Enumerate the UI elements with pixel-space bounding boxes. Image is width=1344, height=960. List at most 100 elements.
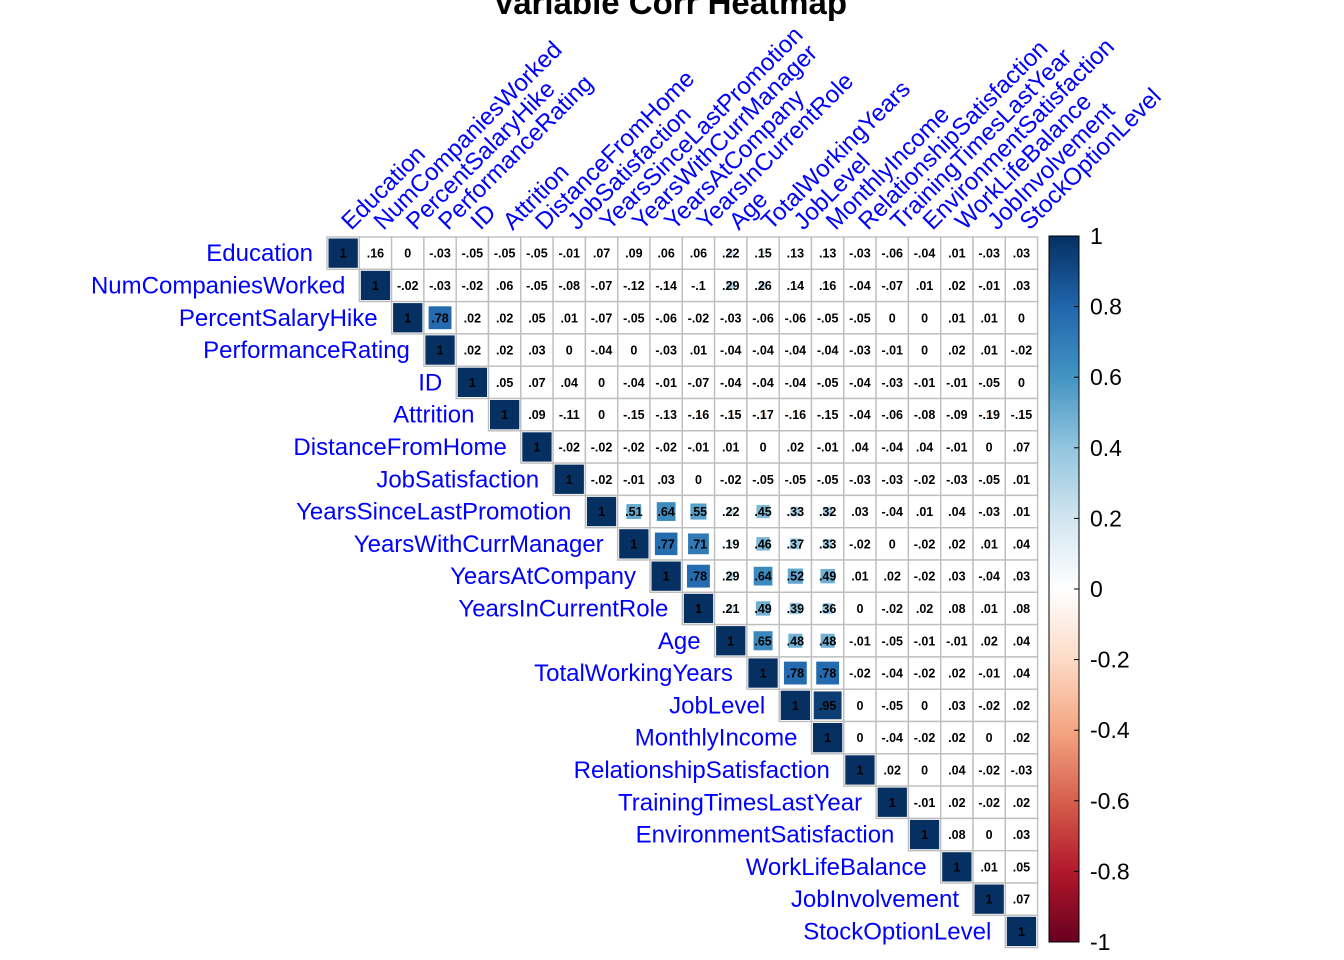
cell-value-label: -.03 — [946, 473, 968, 487]
cell-value-label: -.19 — [978, 408, 1000, 422]
heatmap-square-13-18 — [924, 672, 925, 674]
heatmap-square-17-21 — [1021, 801, 1022, 803]
heatmap-square-3-16 — [859, 349, 861, 351]
heatmap-square-6-14 — [795, 446, 796, 448]
row-label-Attrition: Attrition — [393, 402, 474, 429]
cell-value-label: .64 — [754, 570, 771, 584]
cell-value-label: .04 — [1013, 634, 1030, 648]
cell-value-label: 1 — [889, 796, 896, 810]
heatmap-square-1-2 — [407, 285, 409, 286]
cell-value-label: -.03 — [655, 344, 677, 358]
cell-value-label: 1 — [340, 247, 347, 261]
cell-value-label: .03 — [1013, 828, 1030, 842]
cell-value-label: 1 — [986, 893, 993, 907]
row-label-WorkLifeBalance: WorkLifeBalance — [746, 854, 927, 881]
color-legend: 1 0.8 0.6 0.4 0.2 0 -0.2 -0.4 -0.6 -0.8 -1 — [1048, 223, 1130, 955]
heatmap-square-14-17 — [891, 704, 893, 707]
cell-value-label: -.15 — [817, 408, 839, 422]
cell-value-label: .48 — [819, 634, 836, 648]
cell-value-label: -.05 — [752, 473, 774, 487]
heatmap-square-6-17 — [891, 446, 893, 448]
cell-value-label: .02 — [1013, 699, 1030, 713]
cell-value-label: .33 — [787, 505, 804, 519]
cell-value-label: .02 — [948, 279, 965, 293]
heatmap-square-10-11 — [687, 564, 710, 588]
cell-value-label: -.13 — [655, 408, 677, 422]
heatmap-square-9-12 — [727, 541, 734, 547]
cell-value-label: -.01 — [655, 376, 677, 390]
cell-value-label: -.01 — [881, 344, 903, 358]
cell-value-label: -.03 — [881, 473, 903, 487]
cell-value-label: .14 — [787, 279, 804, 293]
heatmap-square-18-21 — [1021, 834, 1022, 835]
cell-value-label: -.03 — [429, 247, 451, 261]
cell-value-label: 1 — [760, 667, 767, 681]
cell-value-label: 0 — [856, 602, 863, 616]
heatmap-cell-6-15 — [810, 430, 845, 464]
heatmap-square-3-6 — [536, 349, 538, 351]
cell-value-label: -.06 — [655, 311, 677, 325]
cell-value-label: 1 — [856, 763, 863, 777]
legend-tick-label: -0.8 — [1090, 858, 1130, 884]
heatmap-cell-3-7 — [552, 333, 587, 367]
heatmap-square-8-9 — [626, 504, 642, 520]
cell-value-label: -.02 — [914, 537, 936, 551]
cell-value-label: 1 — [404, 311, 411, 325]
cell-value-label: 0 — [760, 440, 767, 454]
legend-color-bar — [1048, 235, 1080, 943]
cell-value-label: -.06 — [752, 311, 774, 325]
heatmap-square-5-9 — [631, 412, 637, 417]
cell-value-label: .08 — [948, 602, 965, 616]
cell-value-label: .03 — [657, 473, 674, 487]
heatmap-square-7-14 — [794, 478, 797, 480]
heatmap-square-2-11 — [698, 317, 699, 319]
cell-value-label: 1 — [824, 731, 831, 745]
heatmap-cell-2-18 — [907, 300, 942, 335]
row-label-YearsAtCompany: YearsAtCompany — [450, 563, 636, 590]
cell-value-label: -.16 — [785, 408, 807, 422]
heatmap-square-7-17 — [891, 478, 893, 480]
heatmap-square-10-19 — [956, 575, 958, 577]
heatmap-square-4-12 — [730, 381, 732, 383]
cell-value-label: .16 — [819, 279, 836, 293]
heatmap-square-15-19 — [956, 737, 958, 738]
heatmap-square-12-20 — [988, 640, 990, 642]
heatmap-square-2-3 — [428, 306, 452, 330]
cell-value-label: .21 — [722, 602, 739, 616]
cell-value-label: -.15 — [623, 408, 645, 422]
cell-value-label: -.05 — [526, 279, 548, 293]
heatmap-square-10-21 — [1021, 575, 1022, 577]
cell-value-label: -.03 — [849, 247, 871, 261]
heatmap-square-10-15 — [820, 568, 835, 584]
heatmap-cell-3-11 — [681, 333, 716, 367]
cell-value-label: 0 — [889, 537, 896, 551]
heatmap-square-6-9 — [633, 446, 635, 448]
row-label-ID: ID — [418, 369, 442, 396]
cell-value-label: 0 — [921, 699, 928, 713]
heatmap-square-11-14 — [789, 602, 802, 615]
heatmap-square-11-11 — [683, 593, 714, 624]
heatmap-square-5-16 — [859, 414, 861, 416]
cell-value-label: .29 — [722, 570, 739, 584]
cell-value-label: .49 — [819, 570, 836, 584]
cell-value-label: .08 — [948, 828, 965, 842]
cell-value-label: 0 — [921, 311, 928, 325]
cell-value-label: -.03 — [849, 473, 871, 487]
heatmap-square-20-20 — [974, 884, 1004, 914]
cell-value-label: -.05 — [462, 247, 484, 261]
cell-value-label: -.04 — [914, 247, 936, 261]
cell-value-label: 1 — [1018, 925, 1025, 939]
cell-value-label: -.02 — [558, 440, 580, 454]
cell-value-label: -.01 — [558, 247, 580, 261]
heatmap-cell-4-8 — [584, 365, 619, 400]
heatmap-square-4-17 — [891, 381, 893, 383]
cell-value-label: .65 — [754, 634, 771, 648]
row-label-JobSatisfaction: JobSatisfaction — [376, 466, 539, 493]
cell-value-label: .04 — [1013, 667, 1030, 681]
cell-value-label: -.04 — [785, 376, 807, 390]
heatmap-square-2-14 — [794, 316, 797, 319]
heatmap-square-10-20 — [988, 575, 990, 577]
heatmap-cell-5-11 — [681, 397, 716, 432]
cell-value-label: 1 — [469, 376, 476, 390]
cell-value-label: .02 — [884, 763, 901, 777]
